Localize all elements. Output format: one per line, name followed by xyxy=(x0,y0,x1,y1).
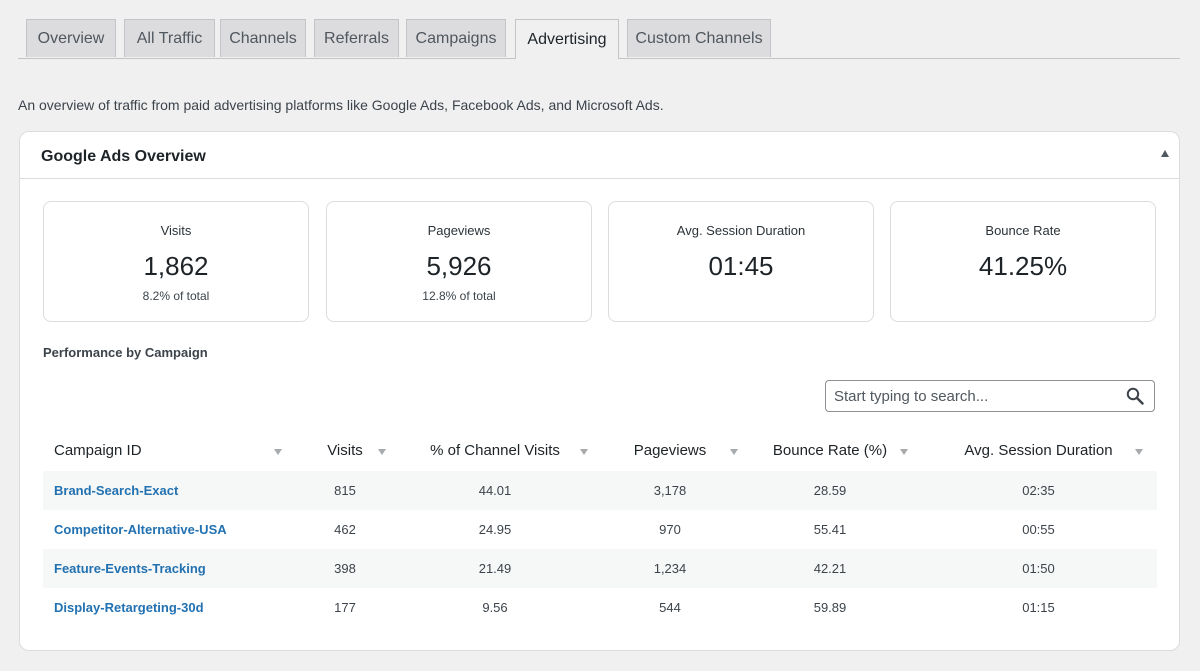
table-row: Brand-Search-Exact 815 44.01 3,178 28.59… xyxy=(43,471,1157,510)
cell-pageviews: 970 xyxy=(659,522,681,537)
panel-header[interactable]: Google Ads Overview xyxy=(20,132,1179,179)
metric-label: Bounce Rate xyxy=(985,223,1061,238)
column-header-label: Pageviews xyxy=(633,442,707,459)
campaign-table: Campaign ID Visits % of Channel Visits P… xyxy=(43,430,1157,627)
column-header-label: Visits xyxy=(327,442,363,459)
table-row: Display-Retargeting-30d 177 9.56 544 59.… xyxy=(43,588,1157,627)
cell-campaign-id: Brand-Search-Exact xyxy=(43,471,300,510)
cell-channel-visits: 44.01 xyxy=(390,471,600,510)
cell-avg-session-duration: 00:55 xyxy=(1022,522,1055,537)
column-header-bounce-rate[interactable]: Bounce Rate (%) xyxy=(740,430,920,471)
tab-overview[interactable]: Overview xyxy=(26,19,116,57)
sort-down-icon[interactable] xyxy=(378,449,386,455)
cell-visits: 398 xyxy=(300,549,390,588)
metric-label: Visits xyxy=(160,223,192,238)
column-header-pageviews[interactable]: Pageviews xyxy=(600,430,740,471)
metric-card-avg-session-duration: Avg. Session Duration 01:45 xyxy=(608,201,874,322)
cell-channel-visits: 24.95 xyxy=(478,522,512,537)
table-row: Competitor-Alternative-USA 462 24.95 970… xyxy=(43,510,1157,549)
tab-custom-channels[interactable]: Custom Channels xyxy=(627,19,771,57)
metric-card-visits: Visits 1,862 8.2% of total xyxy=(43,201,309,322)
search-icon[interactable] xyxy=(1126,387,1144,405)
google-ads-panel: Google Ads Overview Visits 1,862 8.2% of… xyxy=(19,131,1180,651)
sort-down-icon[interactable] xyxy=(900,449,908,455)
tab-referrals[interactable]: Referrals xyxy=(314,19,399,57)
metric-card-pageviews: Pageviews 5,926 12.8% of total xyxy=(326,201,592,322)
sort-down-icon[interactable] xyxy=(730,449,738,455)
cell-avg-session-duration: 02:35 xyxy=(920,471,1157,510)
table-header-row: Campaign ID Visits % of Channel Visits P… xyxy=(43,430,1157,471)
metric-value: 5,926 xyxy=(426,251,492,281)
cell-pageviews: 1,234 xyxy=(600,549,740,588)
cell-bounce-rate: 42.21 xyxy=(740,549,920,588)
metric-label: Avg. Session Duration xyxy=(676,223,806,238)
metric-value: 1,862 xyxy=(143,251,209,281)
cell-pageviews: 544 xyxy=(659,600,681,615)
page-description: An overview of traffic from paid adverti… xyxy=(18,97,664,113)
sort-down-icon[interactable] xyxy=(580,449,588,455)
search-box xyxy=(825,380,1155,412)
cell-visits: 815 xyxy=(300,471,390,510)
sort-down-icon[interactable] xyxy=(1135,449,1143,455)
campaign-link[interactable]: Feature-Events-Tracking xyxy=(54,561,206,576)
tab-channels[interactable]: Channels xyxy=(220,19,306,57)
column-header-channel-visits[interactable]: % of Channel Visits xyxy=(390,430,600,471)
search-input[interactable] xyxy=(834,385,1114,407)
metric-value: 01:45 xyxy=(708,251,774,281)
column-header-campaign-id[interactable]: Campaign ID xyxy=(43,430,300,471)
campaign-link[interactable]: Display-Retargeting-30d xyxy=(54,600,204,615)
metric-subtext: 12.8% of total xyxy=(422,289,496,303)
cell-channel-visits: 9.56 xyxy=(482,600,508,615)
column-header-visits[interactable]: Visits xyxy=(300,430,390,471)
column-header-label: % of Channel Visits xyxy=(430,442,560,459)
tab-advertising[interactable]: Advertising xyxy=(515,19,619,59)
column-header-label: Campaign ID xyxy=(54,442,142,459)
cell-bounce-rate: 55.41 xyxy=(813,522,847,537)
tab-campaigns[interactable]: Campaigns xyxy=(406,19,506,57)
tab-all-traffic[interactable]: All Traffic xyxy=(124,19,215,57)
cell-channel-visits: 21.49 xyxy=(390,549,600,588)
table-row: Feature-Events-Tracking 398 21.49 1,234 … xyxy=(43,549,1157,588)
section-title: Performance by Campaign xyxy=(43,345,208,360)
cell-campaign-id: Display-Retargeting-30d xyxy=(43,588,300,627)
cell-visits: 462 xyxy=(334,522,356,537)
campaign-link[interactable]: Brand-Search-Exact xyxy=(54,483,179,498)
panel-title: Google Ads Overview xyxy=(41,148,206,165)
cell-avg-session-duration: 01:50 xyxy=(920,549,1157,588)
metric-card-bounce-rate: Bounce Rate 41.25% xyxy=(890,201,1156,322)
sort-down-icon[interactable] xyxy=(274,449,282,455)
metric-label: Pageviews xyxy=(427,223,491,238)
metric-value: 41.25% xyxy=(978,251,1068,281)
tab-bar: Overview All Traffic Channels Referrals … xyxy=(18,19,1180,59)
column-header-label: Bounce Rate (%) xyxy=(772,442,888,459)
cell-bounce-rate: 28.59 xyxy=(740,471,920,510)
column-header-avg-session-duration[interactable]: Avg. Session Duration xyxy=(920,430,1157,471)
campaign-link[interactable]: Competitor-Alternative-USA xyxy=(54,522,227,537)
cell-bounce-rate: 59.89 xyxy=(813,600,847,615)
cell-campaign-id: Feature-Events-Tracking xyxy=(43,549,300,588)
triangle-up-icon[interactable] xyxy=(1161,150,1169,157)
column-header-label: Avg. Session Duration xyxy=(964,442,1113,459)
cell-pageviews: 3,178 xyxy=(600,471,740,510)
cell-visits: 177 xyxy=(334,600,356,615)
cell-campaign-id: Competitor-Alternative-USA xyxy=(43,510,300,549)
cell-avg-session-duration: 01:15 xyxy=(1022,600,1055,615)
metric-subtext: 8.2% of total xyxy=(142,289,210,303)
